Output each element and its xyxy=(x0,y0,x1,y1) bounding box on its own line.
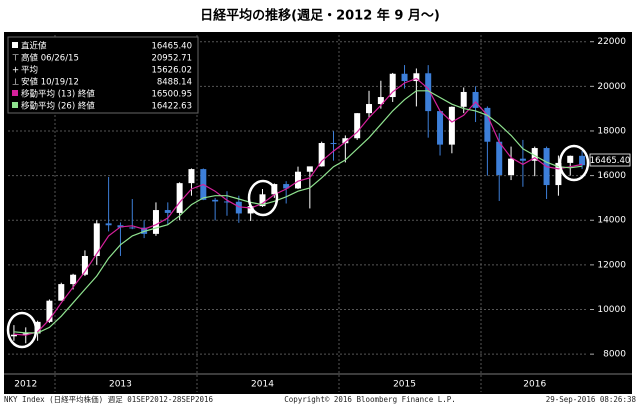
candle-body xyxy=(46,300,53,322)
candle-body xyxy=(164,210,171,213)
candle-body xyxy=(81,255,88,275)
legend-label: 平均 xyxy=(21,65,38,76)
y-tick-label: 8000 xyxy=(603,350,626,360)
moving-average-line xyxy=(13,90,583,334)
legend-value: 16500.95 xyxy=(151,90,192,100)
candle-body xyxy=(105,223,112,226)
candle-body xyxy=(247,206,254,214)
candle-body xyxy=(579,155,586,166)
candle-body xyxy=(70,274,77,285)
y-tick-label: 20000 xyxy=(597,82,626,92)
candle-body xyxy=(295,171,301,189)
candle-body xyxy=(555,162,562,186)
candle-body xyxy=(460,91,467,107)
candle-body xyxy=(22,333,29,335)
candle-body xyxy=(519,158,526,161)
candle-body xyxy=(223,201,230,203)
legend-symbol: ⊤ xyxy=(12,54,19,64)
legend-symbol: + xyxy=(12,66,19,76)
year-separators xyxy=(54,35,482,392)
legend-value: 20952.71 xyxy=(151,54,192,64)
candle-body xyxy=(58,284,65,301)
candle-body xyxy=(141,227,148,234)
candle-body xyxy=(472,91,479,108)
candle-body xyxy=(212,199,219,202)
candle-body xyxy=(531,148,538,161)
legend-label: 高値 06/26/15 xyxy=(21,53,79,64)
candle-body xyxy=(188,169,195,184)
annotation-circles xyxy=(6,144,590,349)
legend-value: 16465.40 xyxy=(151,42,192,52)
candle-body xyxy=(508,158,515,176)
annotation-circle xyxy=(558,144,590,182)
candle-body xyxy=(318,143,325,167)
legend-symbol: ⊥ xyxy=(12,78,19,88)
candle-body xyxy=(152,210,159,234)
legend-value: 8488.14 xyxy=(157,78,192,88)
candle-body xyxy=(306,166,313,172)
candle-body xyxy=(235,201,242,214)
legend-value: 15626.02 xyxy=(151,66,192,76)
legend: 直近値 16465.40 ⊤ 高値 06/26/15 20952.71 + 平均… xyxy=(7,36,199,114)
last-price-box xyxy=(589,153,631,167)
candle-body xyxy=(34,321,41,334)
legend-label: 移動平均 (13) 終値 xyxy=(21,89,95,100)
candle-body xyxy=(567,155,574,163)
legend-box xyxy=(7,36,199,114)
y-tick-label: 18000 xyxy=(597,126,626,136)
legend-label: 移動平均 (26) 終値 xyxy=(21,101,95,112)
x-tick-label: 2013 xyxy=(109,380,132,390)
candle-body xyxy=(389,73,396,98)
footer-left: NKY Index (日経平均株価) 週足 01SEP2012-28SEP201… xyxy=(4,394,213,404)
y-tick-label: 16000 xyxy=(597,171,626,181)
candle-body xyxy=(283,184,290,189)
y-tick-label: 22000 xyxy=(597,37,626,47)
x-tick-label: 2014 xyxy=(251,380,274,390)
candle-body xyxy=(401,73,408,82)
candle-body xyxy=(93,223,100,256)
candle-body xyxy=(176,183,183,213)
candle-body xyxy=(413,73,420,82)
chart-title: 日経平均の推移(週足・2012 年 9 月〜) xyxy=(200,8,440,24)
annotation-circle xyxy=(6,311,38,349)
footer-center: Copyright© 2016 Bloomberg Finance L.P. xyxy=(284,395,456,404)
legend-label: 安値 10/19/12 xyxy=(21,77,79,88)
annotation-circle xyxy=(247,179,279,217)
candle-body xyxy=(437,111,444,145)
candle-body xyxy=(484,107,491,142)
y-tick-label: 12000 xyxy=(597,260,626,270)
candle-body xyxy=(10,334,17,337)
candle-body xyxy=(377,97,384,105)
y-tick-label: 10000 xyxy=(597,305,626,315)
x-tick-label: 2015 xyxy=(393,380,416,390)
candle-body xyxy=(496,141,503,176)
candle-body xyxy=(129,227,136,229)
footer-right: 29-Sep-2016 08:26:38 xyxy=(546,395,637,404)
x-tick-label: 2012 xyxy=(14,380,37,390)
candle-body xyxy=(330,143,337,145)
legend-swatch xyxy=(12,102,18,108)
legend-swatch xyxy=(12,42,18,48)
candle-body xyxy=(366,104,373,114)
legend-label: 直近値 xyxy=(21,41,47,52)
candle-body xyxy=(425,73,432,112)
candle-body xyxy=(448,106,455,145)
candle-body xyxy=(354,113,361,139)
legend-value: 16422.63 xyxy=(151,102,192,112)
candle-body xyxy=(342,138,349,144)
y-tick-label: 14000 xyxy=(597,216,626,226)
last-price-label: 16465.40 xyxy=(590,156,631,166)
legend-swatch xyxy=(12,90,18,96)
candle-body xyxy=(259,194,266,207)
x-tick-label: 2016 xyxy=(523,380,546,390)
